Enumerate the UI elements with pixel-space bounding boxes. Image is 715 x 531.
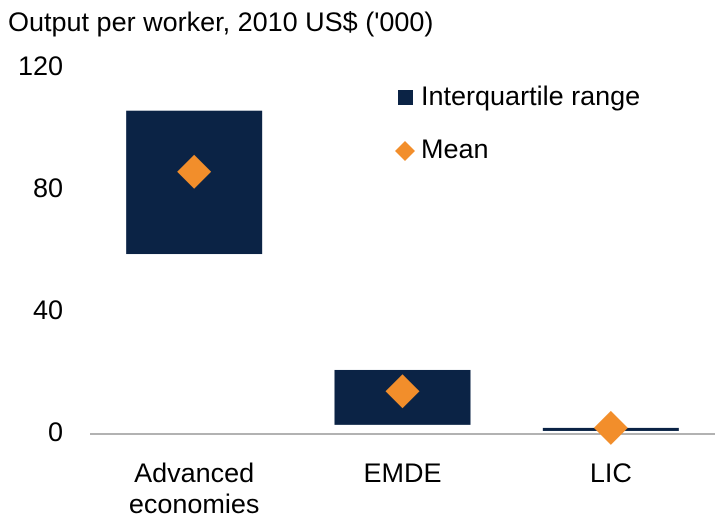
mean-marker [593, 410, 628, 445]
mean-marker [177, 154, 212, 189]
x-tick-label: Advanced economies [128, 458, 260, 519]
y-tick-label: 80 [33, 173, 63, 203]
y-tick-label: 120 [18, 51, 63, 81]
legend-label: Interquartile range [421, 81, 640, 111]
legend-label: Mean [421, 134, 489, 164]
legend-swatch [398, 90, 413, 105]
mean-marker [385, 374, 420, 409]
legend-swatch [395, 141, 415, 161]
x-tick-label: LIC [589, 458, 632, 488]
chart-title: Output per worker, 2010 US$ ('000) [8, 7, 433, 37]
y-tick-label: 0 [48, 417, 63, 447]
y-tick-label: 40 [33, 295, 63, 325]
x-tick-label: EMDE [363, 458, 442, 488]
